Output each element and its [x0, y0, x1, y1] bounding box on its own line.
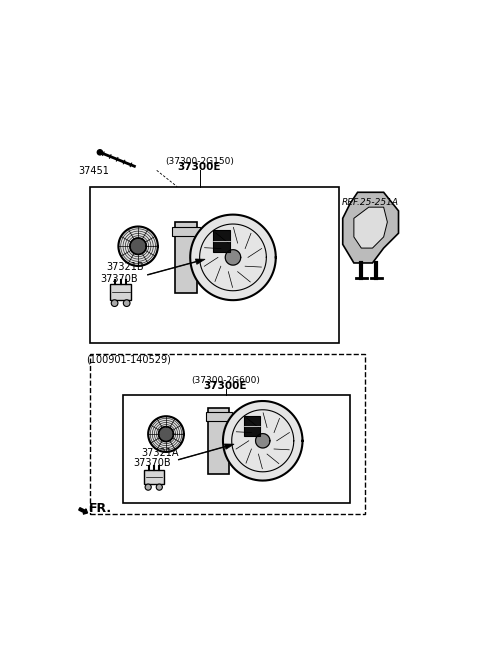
Polygon shape	[130, 238, 146, 254]
Text: 37300E: 37300E	[204, 382, 247, 392]
Polygon shape	[119, 227, 158, 266]
Bar	[244, 415, 260, 436]
Circle shape	[145, 484, 151, 490]
Bar	[144, 470, 164, 484]
Text: REF.25-251A: REF.25-251A	[342, 198, 399, 207]
Polygon shape	[148, 417, 184, 452]
Bar	[208, 408, 229, 474]
Text: 37370B: 37370B	[133, 459, 171, 468]
Polygon shape	[158, 426, 173, 442]
Polygon shape	[225, 250, 240, 265]
Circle shape	[156, 484, 162, 490]
FancyArrow shape	[178, 444, 234, 460]
Bar	[175, 222, 197, 293]
Polygon shape	[223, 401, 302, 480]
Circle shape	[111, 300, 118, 306]
Text: 37451: 37451	[78, 166, 109, 175]
Bar	[172, 227, 200, 236]
Polygon shape	[255, 434, 270, 448]
Text: 37300E: 37300E	[178, 162, 221, 172]
FancyArrow shape	[79, 508, 87, 514]
Text: 37370B: 37370B	[100, 273, 138, 284]
Text: 37321B: 37321B	[106, 261, 144, 272]
Text: (37300-2G150): (37300-2G150)	[165, 157, 234, 166]
FancyArrow shape	[348, 206, 360, 213]
Text: 37321A: 37321A	[141, 448, 179, 458]
Bar	[206, 412, 232, 421]
Text: (37300-2G600): (37300-2G600)	[191, 376, 260, 386]
Bar	[110, 284, 132, 300]
Text: FR.: FR.	[89, 501, 112, 514]
Polygon shape	[354, 207, 387, 248]
Polygon shape	[190, 215, 276, 300]
Text: (100901-140529): (100901-140529)	[86, 354, 171, 365]
FancyArrow shape	[147, 259, 205, 275]
Bar	[213, 230, 230, 252]
Polygon shape	[343, 193, 398, 263]
Circle shape	[97, 150, 103, 155]
Circle shape	[123, 300, 130, 306]
